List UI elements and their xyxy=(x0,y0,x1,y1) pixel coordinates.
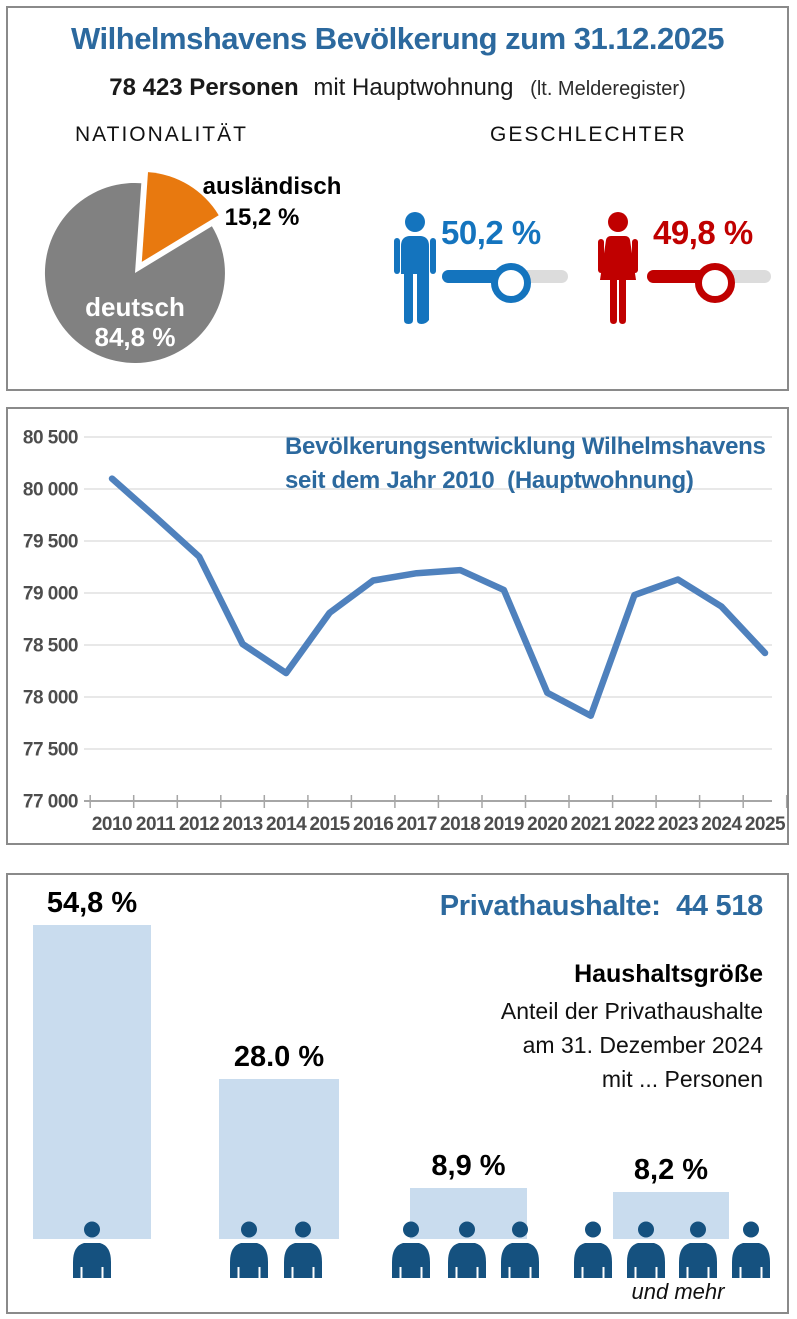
y-axis-label: 80 500 xyxy=(23,428,78,449)
households-panel: Privathaushalte: 44 518 Haushaltsgröße A… xyxy=(6,873,789,1314)
person-icon xyxy=(447,1221,487,1278)
household-bar-1person xyxy=(33,925,151,1239)
x-axis-label: 2015 xyxy=(309,814,350,835)
households-title: Privathaushalte: 44 518 xyxy=(439,890,764,922)
population-source-note: (lt. Melderegister) xyxy=(530,78,686,100)
population-subtitle: 78 423 Personen mit Hauptwohnung (lt. Me… xyxy=(8,74,787,102)
x-axis-label: 2023 xyxy=(658,814,698,835)
person-icon xyxy=(500,1221,540,1278)
bar-value-label-3persons: 8,9 % xyxy=(431,1150,506,1182)
household-size-heading: Haushaltsgröße xyxy=(574,960,763,988)
x-axis-label: 2014 xyxy=(266,814,307,835)
y-axis-label: 78 000 xyxy=(23,688,78,709)
households-desc-line2: am 31. Dezember 2024 xyxy=(522,1032,763,1058)
female-slider-fill xyxy=(647,270,709,283)
population-trend-panel: 80 500 80 000 79 500 79 000 78 500 78 000 77 5… xyxy=(6,407,789,845)
person-icon xyxy=(72,1221,112,1278)
population-dwelling-label: mit Hauptwohnung xyxy=(313,74,514,101)
person-icon xyxy=(573,1221,613,1278)
x-axis-label: 2021 xyxy=(571,814,612,835)
x-axis-label: 2016 xyxy=(353,814,393,835)
female-icon xyxy=(598,212,638,324)
trend-line-chart: 80 500 80 000 79 500 79 000 78 500 78 000 77 5… xyxy=(23,428,787,835)
pie-label-deutsch: deutsch xyxy=(85,292,185,322)
population-count: 78 423 Personen xyxy=(109,74,299,101)
male-slider-knob xyxy=(491,263,531,303)
x-axis-label: 2010 xyxy=(92,814,132,835)
y-axis-label: 78 500 xyxy=(23,636,78,657)
population-panel: Wilhelmshavens Bevölkerung zum 31.12.202… xyxy=(6,6,789,391)
person-icon xyxy=(731,1221,771,1278)
male-icon xyxy=(394,212,436,324)
person-icon xyxy=(283,1221,323,1278)
trend-line xyxy=(108,475,769,719)
x-axis-label: 2025 xyxy=(745,814,786,835)
x-axis-label: 2019 xyxy=(484,814,524,835)
households-desc-line1: Anteil der Privathaushalte xyxy=(500,998,763,1024)
bar-value-label-2persons: 28.0 % xyxy=(233,1041,325,1073)
trend-title-line1: Bevölkerungsentwicklung Wilhelmshavens xyxy=(285,433,766,460)
trend-chart-title: Bevölkerungsentwicklung Wilhelmshavens s… xyxy=(285,430,766,498)
x-axis-label: 2013 xyxy=(222,814,262,835)
pie-label-auslaendisch: ausländisch xyxy=(202,173,342,200)
y-axis-label: 80 000 xyxy=(23,480,78,501)
nationality-heading: NATIONALITÄT xyxy=(75,123,248,146)
bar-value-label-4persons: 8,2 % xyxy=(633,1154,709,1186)
and-more-label: und mehr xyxy=(631,1279,725,1304)
pie-slice-auslaendisch xyxy=(141,172,219,262)
nationality-pie-chart xyxy=(44,172,225,363)
female-slider-knob xyxy=(695,263,735,303)
y-axis-label: 79 500 xyxy=(23,532,78,553)
household-bar-4persons xyxy=(613,1192,729,1239)
x-axis-label: 2024 xyxy=(701,814,742,835)
person-icon xyxy=(391,1221,431,1278)
bar-value-label-1person: 54,8 % xyxy=(46,887,138,919)
x-axis-label: 2012 xyxy=(179,814,219,835)
trend-title-line2: seit dem Jahr 2010 (Hauptwohnung) xyxy=(285,467,694,494)
household-bar-2persons xyxy=(219,1079,339,1239)
pie-slice-deutsch xyxy=(44,182,225,363)
gender-heading: GESCHLECHTER xyxy=(490,123,687,146)
x-axis-label: 2018 xyxy=(440,814,480,835)
x-axis-label: 2020 xyxy=(527,814,567,835)
pie-value-auslaendisch: 15,2 % xyxy=(224,204,300,231)
y-axis-label: 77 000 xyxy=(23,792,78,813)
person-icon xyxy=(678,1221,718,1278)
pie-value-deutsch: 84,8 % xyxy=(94,322,176,352)
households-desc-line3: mit ... Personen xyxy=(601,1066,763,1092)
person-icon xyxy=(626,1221,666,1278)
x-axis-label: 2022 xyxy=(614,814,654,835)
male-percentage: 50,2 % xyxy=(441,214,541,251)
page-title: Wilhelmshavens Bevölkerung zum 31.12.202… xyxy=(71,21,724,56)
male-slider-fill xyxy=(442,270,504,283)
y-axis-label: 79 000 xyxy=(23,584,78,605)
person-icon xyxy=(229,1221,269,1278)
x-axis-label: 2011 xyxy=(136,814,176,835)
y-axis-label: 77 500 xyxy=(23,740,78,761)
female-percentage: 49,8 % xyxy=(653,214,753,251)
x-axis-label: 2017 xyxy=(397,814,437,835)
